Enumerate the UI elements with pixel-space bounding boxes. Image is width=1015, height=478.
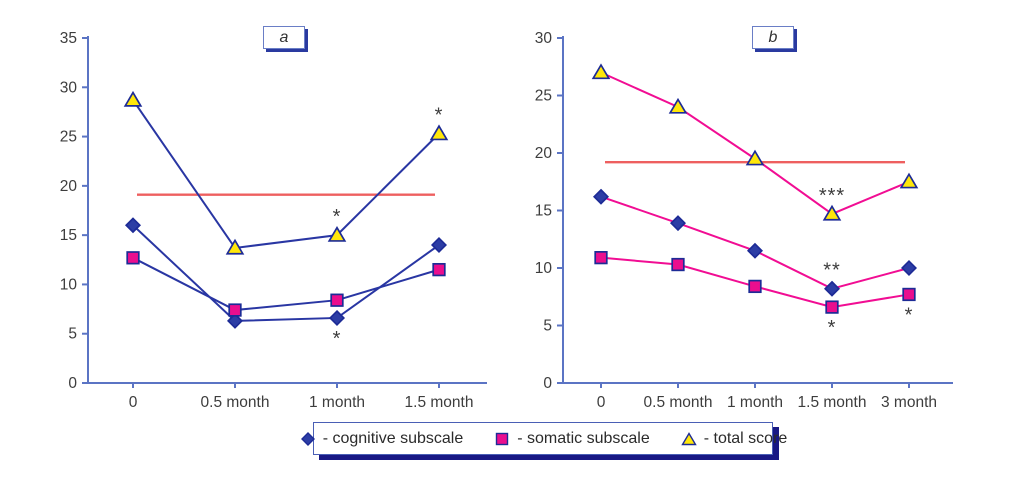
y-tick-label: 5	[68, 326, 77, 343]
legend-item-triangle: - total score	[680, 429, 788, 448]
point-triangle	[745, 149, 765, 166]
y-tick-label: 30	[535, 30, 553, 47]
x-tick-label: 0	[597, 394, 606, 411]
point-triangle	[429, 124, 449, 141]
point-triangle	[225, 238, 245, 255]
y-tick-label: 35	[60, 30, 77, 47]
x-tick-label: 3 month	[881, 394, 937, 411]
point-square	[594, 251, 608, 265]
significance-marker: *	[828, 317, 837, 339]
point-square	[432, 262, 446, 277]
x-tick-label: 1.5 month	[798, 394, 867, 411]
series-line-diamond	[132, 224, 440, 322]
chart-b-title: b	[752, 26, 794, 49]
legend: - cognitive subscale - somatic subscale - …	[300, 422, 787, 455]
x-tick-label: 0.5 month	[644, 394, 713, 411]
point-triangle	[123, 90, 143, 107]
y-tick-label: 5	[543, 318, 552, 335]
y-tick-label: 10	[60, 276, 78, 293]
point-diamond	[226, 312, 244, 329]
series-line-square	[132, 256, 440, 312]
significance-marker: **	[823, 260, 841, 282]
point-triangle	[899, 172, 919, 189]
y-tick-label: 25	[60, 129, 77, 146]
y-tick-label: 15	[60, 227, 77, 244]
point-triangle	[668, 97, 688, 114]
chart-a-title: a	[263, 26, 305, 49]
point-diamond	[823, 280, 841, 297]
significance-marker: *	[333, 328, 342, 350]
point-diamond	[592, 188, 610, 205]
legend-label: - total score	[703, 429, 788, 447]
point-diamond	[124, 217, 142, 234]
chart-a: 0 5 10 15 20 25 30 35 0 0.5 month 1 month 1.5 month…	[60, 30, 487, 411]
x-tick-label: 1.5 month	[405, 394, 474, 411]
y-tick-label: 30	[60, 79, 78, 96]
y-tick-label: 25	[535, 88, 552, 105]
point-square	[228, 303, 242, 317]
point-triangle	[822, 204, 842, 221]
y-tick-label: 10	[535, 260, 553, 277]
significance-marker: ***	[819, 185, 845, 207]
point-triangle	[591, 63, 611, 80]
legend-label: - somatic subscale	[517, 429, 650, 447]
point-diamond	[328, 309, 346, 326]
y-tick-label: 0	[543, 375, 552, 392]
chart-b: 0 5 10 15 20 25 30 0 0.5 month 1 month 1.5 month 3 …	[535, 30, 953, 411]
significance-marker: *	[905, 304, 914, 326]
y-tick-label: 20	[60, 178, 78, 195]
series-line-diamond	[600, 195, 910, 290]
series-line-triangle	[600, 71, 910, 216]
charts-canvas: 0 5 10 15 20 25 30 35 0 0.5 month 1 month 1.5 month…	[60, 30, 953, 411]
y-tick-label: 0	[68, 375, 77, 392]
point-square	[902, 287, 916, 302]
point-square	[330, 293, 344, 307]
chart-b-title-label: b	[768, 28, 778, 46]
diamond-icon	[300, 431, 315, 446]
y-tick-label: 15	[535, 203, 552, 220]
significance-marker: *	[333, 206, 342, 228]
point-square	[671, 257, 685, 272]
x-tick-label: 1 month	[727, 394, 783, 411]
point-triangle	[327, 225, 347, 242]
point-square	[748, 279, 762, 294]
triangle-icon	[680, 431, 697, 445]
point-square	[126, 251, 140, 265]
significance-marker: *	[435, 105, 444, 127]
legend-item-diamond: - cognitive subscale	[299, 429, 464, 448]
point-square	[825, 300, 839, 314]
x-tick-label: 0	[129, 394, 138, 411]
y-tick-label: 20	[535, 145, 553, 162]
x-tick-label: 1 month	[309, 394, 365, 411]
series-line-triangle	[132, 99, 440, 250]
point-diamond	[746, 242, 764, 259]
legend-item-square: - somatic subscale	[493, 430, 650, 448]
legend-label: - cognitive subscale	[322, 429, 464, 447]
point-diamond	[669, 215, 687, 232]
square-icon	[496, 432, 509, 445]
point-diamond	[430, 236, 448, 254]
chart-a-title-label: a	[279, 28, 289, 46]
legend-items: - cognitive subscale - somatic subscale - …	[299, 429, 788, 448]
point-diamond	[900, 259, 918, 277]
x-tick-label: 0.5 month	[201, 394, 270, 411]
